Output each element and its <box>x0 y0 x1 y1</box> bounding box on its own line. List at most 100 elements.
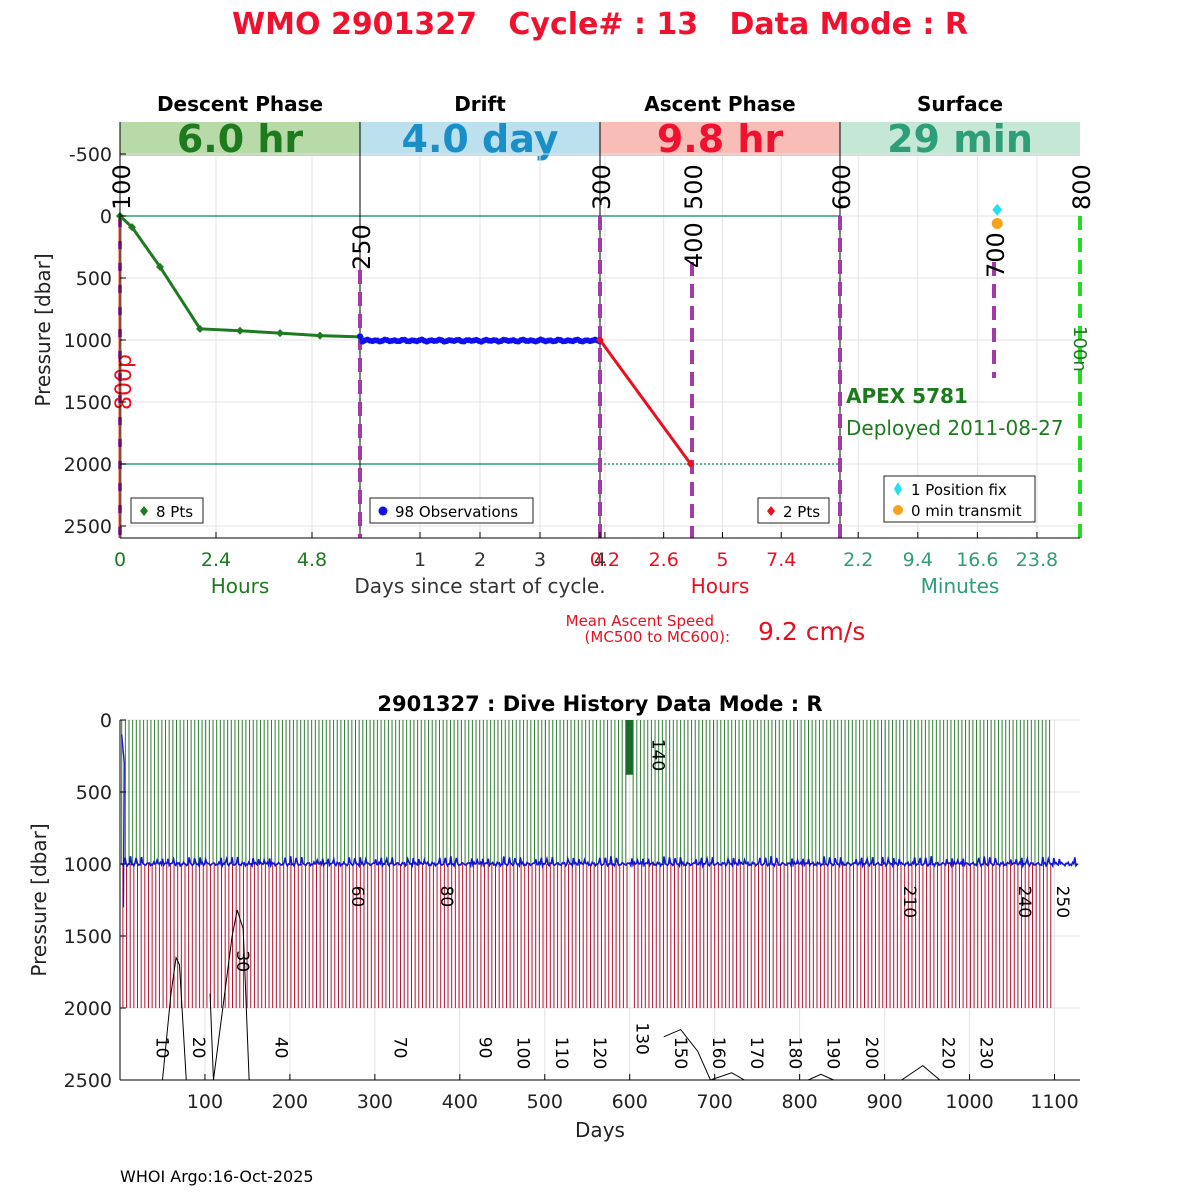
drift-point-0 <box>357 333 363 340</box>
cycle-label-240: 240 <box>1014 886 1034 918</box>
history-x-tick-label-0: 100 <box>187 1091 223 1113</box>
cycle-label-100: 100 <box>513 1037 533 1069</box>
cycle-label-90: 90 <box>474 1037 494 1059</box>
y-tick-label-6: 2500 <box>64 516 112 538</box>
legend-ascent-label: 2 Pts <box>783 503 820 521</box>
history-y-tick-label-5: 2500 <box>64 1070 112 1092</box>
bottom-depth-2 <box>663 1028 745 1081</box>
descent-point-5 <box>276 329 284 338</box>
descent-point-6 <box>316 331 324 340</box>
x-tick-label-0-1: 2.4 <box>201 549 231 571</box>
x-tick-label-1-1: 2 <box>474 549 486 571</box>
descent-point-2 <box>156 262 164 271</box>
history-x-tick-label-2: 300 <box>357 1091 393 1113</box>
history-x-label: Days <box>575 1118 625 1142</box>
y-tick-label-2: 500 <box>76 268 112 290</box>
history-title: 2901327 : Dive History Data Mode : R <box>377 692 822 716</box>
history-x-tick-label-1: 200 <box>272 1091 308 1113</box>
ascent-point-0 <box>596 336 604 344</box>
descent-line <box>118 214 361 339</box>
history-y-tick-label-4: 2000 <box>64 998 112 1020</box>
legend-fix-label: 1 Position fix <box>911 481 1007 499</box>
history-y-tick-label-2: 1000 <box>64 854 112 876</box>
history-y-tick-label-3: 1500 <box>64 926 112 948</box>
history-y-tick-label-0: 0 <box>100 710 112 732</box>
x-tick-label-2-2: 5 <box>716 549 728 571</box>
phase-name-2: Ascent Phase <box>644 92 795 116</box>
legend-fix-swatch <box>894 482 902 496</box>
phase-band-0 <box>120 122 360 156</box>
legend-drift-label: 98 Observations <box>395 503 518 521</box>
cycle-label-20: 20 <box>188 1037 208 1059</box>
bottom-depth-0 <box>161 955 205 1081</box>
park-drift-line <box>121 855 1079 869</box>
cycle-label-210: 210 <box>899 886 919 918</box>
cycle-label-60: 60 <box>347 886 367 908</box>
y-axis-label: Pressure [dbar] <box>31 253 55 406</box>
history-x-tick-label-4: 500 <box>527 1091 563 1113</box>
legend-surface-box <box>883 475 1036 523</box>
x-unit-label-2: Hours <box>691 574 750 598</box>
mc-label-100n: 100n <box>1069 326 1090 372</box>
mc-label-300: 300 <box>588 164 616 210</box>
first-profile-line <box>121 734 125 908</box>
history-x-tick-label-5: 600 <box>612 1091 648 1113</box>
history-x-tick-label-6: 700 <box>697 1091 733 1113</box>
cycle-140-shallow <box>625 720 634 775</box>
cycle-label-150: 150 <box>670 1037 690 1069</box>
dive-history-chart: 2901327 : Dive History Data Mode : R 10 20… <box>27 692 1080 1142</box>
phase-band-2 <box>600 122 840 156</box>
speed-value: 9.2 cm/s <box>758 617 865 646</box>
deployed-date: Deployed 2011-08-27 <box>846 416 1064 440</box>
main-title: WMO 2901327 Cycle# : 13 Data Mode : R <box>232 7 968 42</box>
phase-name-3: Surface <box>917 92 1003 116</box>
x-tick-label-1-0: 1 <box>414 549 426 571</box>
x-tick-label-3-3: 23.8 <box>1016 549 1058 571</box>
descent-point-3 <box>196 324 204 333</box>
ascent-line <box>598 339 692 465</box>
history-y-tick-label-1: 500 <box>76 782 112 804</box>
y-tick-label-3: 1000 <box>64 330 112 352</box>
phase-name-1: Drift <box>454 92 506 116</box>
history-x-tick-label-7: 800 <box>782 1091 818 1113</box>
x-tick-label-2-1: 2.6 <box>649 549 679 571</box>
legend-descent-label: 8 Pts <box>156 503 193 521</box>
phase-band-1 <box>360 122 600 156</box>
mc-label-500: 500 <box>680 164 708 210</box>
transmit-marker <box>991 217 1003 229</box>
footer-credit: WHOI Argo:16-Oct-2025 <box>120 1167 314 1186</box>
x-tick-label-3-2: 16.6 <box>956 549 998 571</box>
legend-drift-box <box>369 497 534 524</box>
descent-point-4 <box>236 326 244 335</box>
legend-descent-swatch <box>140 506 148 516</box>
x-unit-label-0: Hours <box>211 574 270 598</box>
mc-label-800: 800 <box>1068 164 1096 210</box>
cycle-label-70: 70 <box>389 1037 409 1059</box>
mc-label-400: 400 <box>680 222 708 268</box>
bottom-depth-4 <box>901 1064 941 1081</box>
legend-drift-swatch <box>378 506 388 516</box>
speed-label-1: Mean Ascent Speed <box>566 612 714 630</box>
mc-label-100: 100 <box>108 164 136 210</box>
history-x-tick-label-10: 1100 <box>1030 1091 1078 1113</box>
x-tick-label-3-1: 9.4 <box>903 549 933 571</box>
legend-transmit-label: 0 min transmit <box>911 502 1022 520</box>
speed-label-2: (MC500 to MC600): <box>585 628 730 646</box>
x-unit-label-1: Days since start of cycle. <box>354 574 605 598</box>
cycle-label-40: 40 <box>270 1037 290 1059</box>
ascent-point-1 <box>686 460 695 468</box>
x-tick-label-0-2: 4.8 <box>297 549 327 571</box>
cycle-label-190: 190 <box>823 1037 843 1069</box>
history-x-tick-label-8: 900 <box>866 1091 902 1113</box>
cycle-label-180: 180 <box>784 1037 804 1069</box>
cycle-label-220: 220 <box>937 1037 957 1069</box>
y-tick-label-5: 2000 <box>64 454 112 476</box>
cycle-label-110: 110 <box>551 1037 571 1069</box>
mc-label-600: 600 <box>828 164 856 210</box>
descent-point-1 <box>128 223 136 232</box>
history-x-tick-label-3: 400 <box>442 1091 478 1113</box>
float-model: APEX 5781 <box>846 384 968 408</box>
mc-label-250: 250 <box>348 224 376 270</box>
